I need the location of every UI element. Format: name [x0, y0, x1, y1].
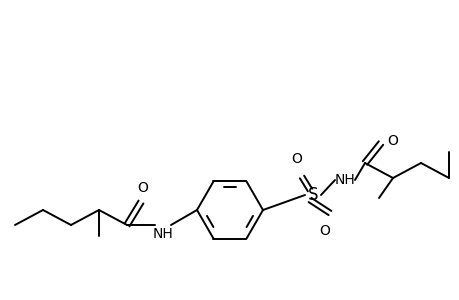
Text: O: O	[319, 224, 330, 238]
Text: S: S	[307, 186, 318, 204]
Text: NH: NH	[334, 173, 355, 187]
Text: O: O	[137, 181, 148, 195]
Text: NH: NH	[152, 227, 173, 241]
Text: O: O	[386, 134, 397, 148]
Text: O: O	[291, 152, 302, 166]
